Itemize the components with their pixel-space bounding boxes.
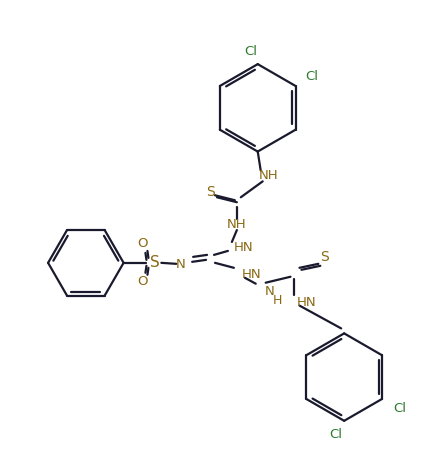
Text: O: O [137,275,148,288]
Text: Cl: Cl [393,402,406,416]
Text: S: S [320,250,329,264]
Text: HN: HN [234,241,254,255]
Text: N: N [175,258,185,271]
Text: H: H [273,294,282,307]
Text: NH: NH [227,218,247,230]
Text: O: O [137,238,148,250]
Text: HN: HN [242,268,261,281]
Text: Cl: Cl [305,69,318,82]
Text: S: S [150,255,159,270]
Text: Cl: Cl [244,45,257,58]
Text: S: S [206,185,215,199]
Text: N: N [265,285,274,298]
Text: HN: HN [297,296,316,309]
Text: NH: NH [259,169,279,182]
Text: Cl: Cl [330,428,343,441]
